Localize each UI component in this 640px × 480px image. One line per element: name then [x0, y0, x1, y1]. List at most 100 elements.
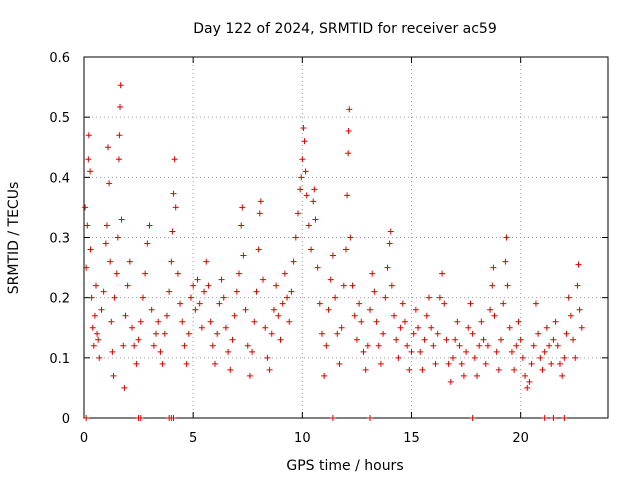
x-tick-label: 5: [189, 431, 197, 446]
data-point: [116, 132, 123, 139]
data-point: [522, 372, 529, 379]
data-point: [91, 312, 98, 319]
data-point: [203, 258, 210, 265]
data-point: [526, 378, 533, 385]
y-tick-label: 0.5: [49, 111, 70, 126]
data-point: [460, 372, 467, 379]
data-point: [266, 366, 273, 373]
data-point: [500, 300, 507, 307]
data-point: [508, 348, 515, 355]
zero-data-point: [541, 415, 548, 421]
data-point: [177, 300, 184, 307]
data-point: [231, 312, 238, 319]
data-point: [572, 354, 579, 361]
data-point: [556, 360, 563, 367]
data-point: [139, 294, 146, 301]
y-axis-ticks: 0 0.1 0.2 0.3 0.4 0.5 0.6: [49, 51, 608, 427]
data-point: [198, 324, 205, 331]
data-point: [161, 330, 168, 337]
data-point: [118, 216, 125, 223]
data-point: [327, 276, 334, 283]
data-point: [543, 324, 550, 331]
data-point: [412, 306, 419, 313]
data-point: [255, 246, 262, 253]
data-point: [511, 366, 518, 373]
data-point: [298, 174, 305, 181]
data-point: [133, 360, 140, 367]
zero-data-point: [137, 415, 144, 421]
data-point: [137, 318, 144, 325]
data-point: [300, 124, 307, 131]
data-point: [105, 144, 112, 151]
data-point: [401, 318, 408, 325]
zero-data-point: [170, 415, 177, 421]
data-point: [502, 258, 509, 265]
data-point: [102, 240, 109, 247]
data-point: [373, 318, 380, 325]
y-tick-label: 0.6: [49, 51, 70, 66]
data-point: [353, 336, 360, 343]
data-point: [114, 234, 121, 241]
data-point: [288, 288, 295, 295]
data-point: [391, 312, 398, 319]
data-point: [262, 324, 269, 331]
data-point: [279, 300, 286, 307]
data-point: [270, 306, 277, 313]
data-point: [107, 258, 114, 265]
data-point: [129, 324, 136, 331]
data-point: [264, 354, 271, 361]
data-point: [96, 354, 103, 361]
data-point: [517, 336, 524, 343]
data-point: [332, 294, 339, 301]
data-point: [238, 222, 245, 229]
zero-data-point: [469, 415, 476, 421]
data-point: [83, 264, 90, 271]
x-axis-ticks: 0 5 10 15 20: [80, 57, 529, 446]
data-point: [229, 336, 236, 343]
data-point: [441, 300, 448, 307]
data-point: [308, 246, 315, 253]
data-point: [576, 306, 583, 313]
data-point: [120, 342, 127, 349]
data-point: [561, 354, 568, 361]
zero-data-point: [329, 415, 336, 421]
data-point: [170, 190, 177, 197]
data-point: [489, 282, 496, 289]
data-point: [159, 360, 166, 367]
data-point: [395, 354, 402, 361]
data-point: [567, 312, 574, 319]
data-point: [349, 282, 356, 289]
data-point: [148, 306, 155, 313]
data-point: [89, 324, 96, 331]
data-point: [194, 276, 201, 283]
data-point: [513, 342, 520, 349]
chart-title: Day 122 of 2024, SRMTID for receiver ac5…: [193, 21, 497, 37]
data-point: [240, 252, 247, 259]
data-point: [311, 186, 318, 193]
data-point: [305, 222, 312, 229]
data-point: [432, 360, 439, 367]
data-point: [498, 336, 505, 343]
data-point: [465, 324, 472, 331]
data-point: [153, 330, 160, 337]
data-point: [201, 288, 208, 295]
data-point: [532, 300, 539, 307]
data-point: [111, 294, 118, 301]
data-point: [467, 300, 474, 307]
data-point: [377, 360, 384, 367]
data-point: [519, 354, 526, 361]
data-point: [345, 128, 352, 135]
data-point: [312, 216, 319, 223]
data-point: [388, 282, 395, 289]
data-point: [334, 330, 341, 337]
data-point: [419, 366, 426, 373]
data-point: [404, 342, 411, 349]
data-point: [260, 276, 267, 283]
data-point: [364, 342, 371, 349]
y-tick-label: 0.3: [49, 232, 70, 247]
data-point: [329, 252, 336, 259]
data-point: [174, 270, 181, 277]
data-point: [172, 204, 179, 211]
data-point: [487, 306, 494, 313]
data-point: [493, 348, 500, 355]
